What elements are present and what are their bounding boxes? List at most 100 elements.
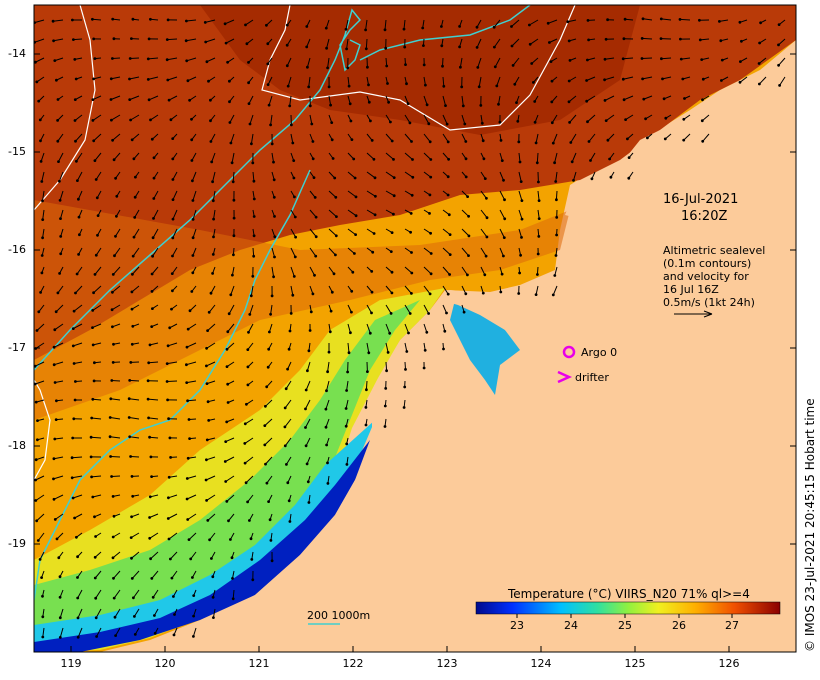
velocity-arrow-head [463, 122, 467, 126]
velocity-arrow [35, 494, 45, 501]
velocity-arrow-head [374, 194, 377, 198]
velocity-arrow-head [446, 193, 450, 197]
velocity-arrow-head [410, 251, 413, 254]
velocity-arrow-head [207, 419, 211, 422]
velocity-arrow-head [425, 330, 429, 334]
velocity-arrow-head [41, 615, 45, 619]
velocity-arrow [205, 475, 216, 481]
velocity-arrow-head [229, 141, 233, 145]
velocity-arrow [77, 190, 83, 200]
velocity-arrow-head [347, 84, 351, 88]
velocity-arrow [535, 133, 539, 144]
velocity-arrow-head [205, 458, 208, 462]
velocity-arrow-head [247, 102, 251, 105]
velocity-arrow [681, 57, 691, 60]
velocity-arrow-head [232, 234, 236, 238]
velocity-arrow-head [568, 121, 571, 124]
velocity-arrow-head [273, 255, 276, 259]
velocity-arrow-head [446, 175, 450, 179]
velocity-arrow [130, 114, 140, 121]
velocity-arrow-head [604, 119, 608, 122]
velocity-arrow [35, 475, 45, 481]
velocity-arrow-head [367, 83, 370, 87]
velocity-arrow-head [513, 82, 517, 86]
velocity-arrow-head [350, 310, 353, 314]
velocity-arrow [535, 285, 539, 295]
velocity-arrow [151, 570, 159, 579]
velocity-arrow-head [56, 119, 59, 122]
velocity-arrow [133, 228, 140, 238]
velocity-arrow-head [165, 380, 169, 383]
velocity-arrow [72, 456, 83, 459]
velocity-arrow-head [205, 499, 209, 502]
velocity-arrow-head [167, 475, 171, 479]
velocity-arrow [113, 570, 121, 579]
velocity-arrow-head [408, 121, 412, 125]
velocity-arrow-head [227, 312, 231, 316]
velocity-arrow [192, 190, 197, 201]
velocity-arrow [188, 532, 197, 540]
velocity-arrow-head [288, 104, 292, 108]
velocity-arrow-head [482, 157, 486, 161]
velocity-arrow-head [308, 104, 312, 108]
velocity-arrow [187, 399, 197, 402]
velocity-arrow-head [757, 62, 761, 65]
velocity-arrow-head [39, 160, 43, 163]
velocity-arrow-head [93, 555, 97, 559]
velocity-arrow-head [759, 21, 762, 25]
drifter-marker [557, 370, 573, 384]
velocity-arrow [115, 228, 121, 237]
velocity-arrow-head [718, 20, 721, 23]
velocity-arrow [130, 532, 140, 539]
velocity-arrow [53, 494, 64, 500]
velocity-arrow [186, 342, 197, 348]
colorbar-title: Temperature (°C) VIIRS_N20 71% ql>=4 [508, 587, 750, 601]
velocity-arrow-head [58, 595, 62, 599]
velocity-arrow-head [170, 272, 174, 275]
velocity-arrow-head [128, 57, 132, 60]
velocity-arrow-head [325, 389, 328, 393]
velocity-arrow-head [146, 57, 150, 61]
velocity-arrow-head [493, 45, 496, 49]
velocity-arrow-head [500, 159, 504, 163]
velocity-arrow-head [536, 252, 540, 256]
velocity-arrow-head [502, 254, 505, 258]
velocity-arrow [168, 513, 178, 519]
velocity-arrow-head [224, 440, 228, 443]
velocity-arrow-head [291, 141, 295, 145]
velocity-arrow-head [131, 254, 135, 258]
velocity-arrow [518, 209, 523, 220]
velocity-arrow [641, 57, 653, 59]
velocity-arrow [499, 228, 505, 238]
velocity-arrows [34, 17, 786, 639]
velocity-arrow-head [114, 234, 117, 238]
velocity-arrow [55, 513, 64, 520]
velocity-arrow-head [252, 179, 256, 183]
velocity-arrow [92, 494, 102, 498]
velocity-arrow [248, 323, 254, 333]
velocity-arrow-head [74, 291, 77, 295]
velocity-arrow [53, 19, 64, 22]
velocity-arrow-head [443, 329, 447, 333]
velocity-arrow-head [587, 140, 591, 143]
velocity-arrow [385, 323, 391, 334]
velocity-arrow-head [626, 137, 629, 141]
velocity-arrow [385, 133, 393, 142]
velocity-arrow [129, 95, 140, 101]
velocity-arrow [268, 323, 273, 333]
velocity-arrow [187, 475, 197, 479]
velocity-arrow-head [534, 293, 538, 296]
velocity-arrow-head [186, 327, 190, 331]
velocity-arrow [423, 152, 432, 160]
velocity-arrow [679, 18, 691, 21]
velocity-arrow-head [327, 85, 331, 89]
velocity-arrow [73, 304, 83, 312]
velocity-arrow-head [186, 456, 190, 460]
velocity-arrow [537, 209, 540, 219]
velocity-arrow-head [503, 198, 506, 202]
velocity-arrow-head [304, 388, 308, 392]
velocity-arrow [461, 133, 467, 142]
velocity-arrow-head [511, 64, 515, 67]
velocity-arrow-head [185, 497, 189, 501]
